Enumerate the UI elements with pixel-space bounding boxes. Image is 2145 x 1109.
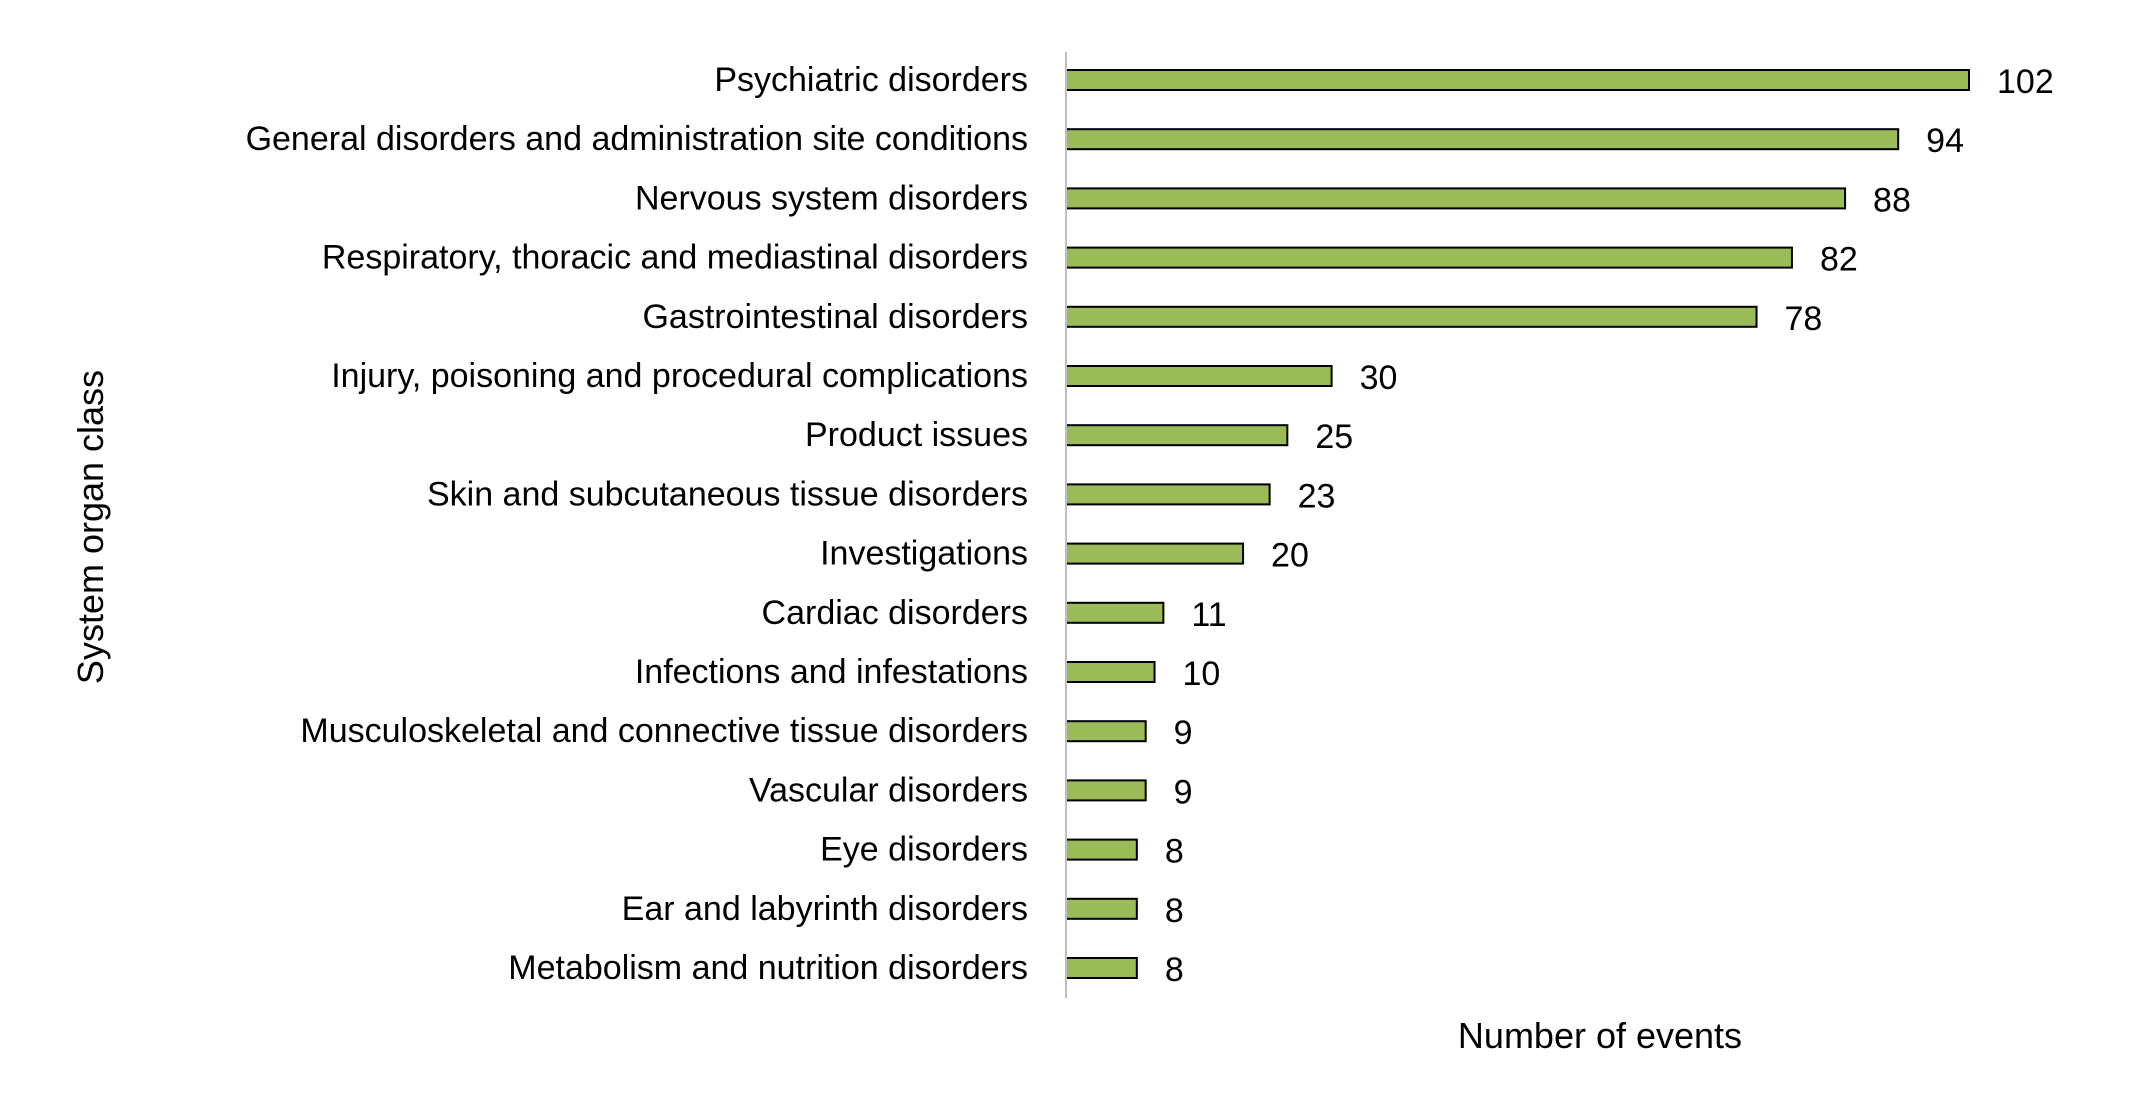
value-label-1: 94: [1926, 122, 1964, 160]
bar-6: [1065, 424, 1289, 447]
category-label-11: Musculoskeletal and connective tissue di…: [300, 712, 1028, 750]
value-label-14: 8: [1165, 892, 1184, 930]
category-label-0: Psychiatric disorders: [714, 61, 1028, 99]
bar-14: [1065, 897, 1138, 920]
category-label-7: Skin and subcutaneous tissue disorders: [427, 475, 1028, 513]
bar-12: [1065, 779, 1147, 802]
value-label-7: 23: [1298, 477, 1336, 515]
value-label-11: 9: [1174, 714, 1193, 752]
bar-0: [1065, 69, 1970, 91]
bars-layer: [1065, 69, 1970, 979]
bar-13: [1065, 838, 1138, 861]
category-label-1: General disorders and administration sit…: [246, 120, 1028, 158]
category-label-10: Infections and infestations: [635, 653, 1028, 691]
category-label-4: Gastrointestinal disorders: [642, 298, 1028, 336]
bar-1: [1065, 128, 1900, 151]
value-label-6: 25: [1315, 418, 1353, 456]
category-label-14: Ear and labyrinth disorders: [622, 890, 1028, 928]
value-label-8: 20: [1271, 537, 1309, 575]
value-label-10: 10: [1183, 655, 1221, 693]
value-label-15: 8: [1165, 951, 1184, 989]
bar-7: [1065, 483, 1271, 506]
bar-10: [1065, 661, 1156, 683]
value-label-5: 30: [1360, 359, 1398, 397]
y-axis-title: System organ class: [70, 370, 111, 684]
value-label-0: 102: [1997, 63, 2054, 101]
category-label-13: Eye disorders: [820, 831, 1028, 869]
category-label-12: Vascular disorders: [749, 771, 1028, 809]
value-label-4: 78: [1785, 300, 1823, 338]
bar-5: [1065, 365, 1333, 387]
category-label-6: Product issues: [805, 416, 1028, 454]
x-axis-title: Number of events: [1458, 1015, 1742, 1056]
category-label-5: Injury, poisoning and procedural complic…: [331, 357, 1028, 395]
value-label-12: 9: [1174, 773, 1193, 811]
bar-8: [1065, 542, 1245, 565]
category-label-15: Metabolism and nutrition disorders: [508, 949, 1028, 987]
category-labels: Psychiatric disorders General disorders a…: [246, 61, 1028, 987]
value-label-2: 88: [1873, 181, 1911, 219]
category-label-3: Respiratory, thoracic and mediastinal di…: [322, 239, 1028, 277]
category-label-9: Cardiac disorders: [762, 594, 1028, 632]
category-label-8: Investigations: [820, 535, 1028, 573]
bar-9: [1065, 601, 1165, 624]
value-label-9: 11: [1191, 596, 1226, 634]
bar-11: [1065, 720, 1147, 743]
bar-2: [1065, 187, 1847, 210]
value-label-3: 82: [1820, 241, 1858, 279]
bar-15: [1065, 957, 1138, 979]
category-label-2: Nervous system disorders: [635, 179, 1028, 217]
bar-4: [1065, 305, 1758, 328]
value-label-13: 8: [1165, 833, 1184, 871]
bar-3: [1065, 246, 1793, 269]
